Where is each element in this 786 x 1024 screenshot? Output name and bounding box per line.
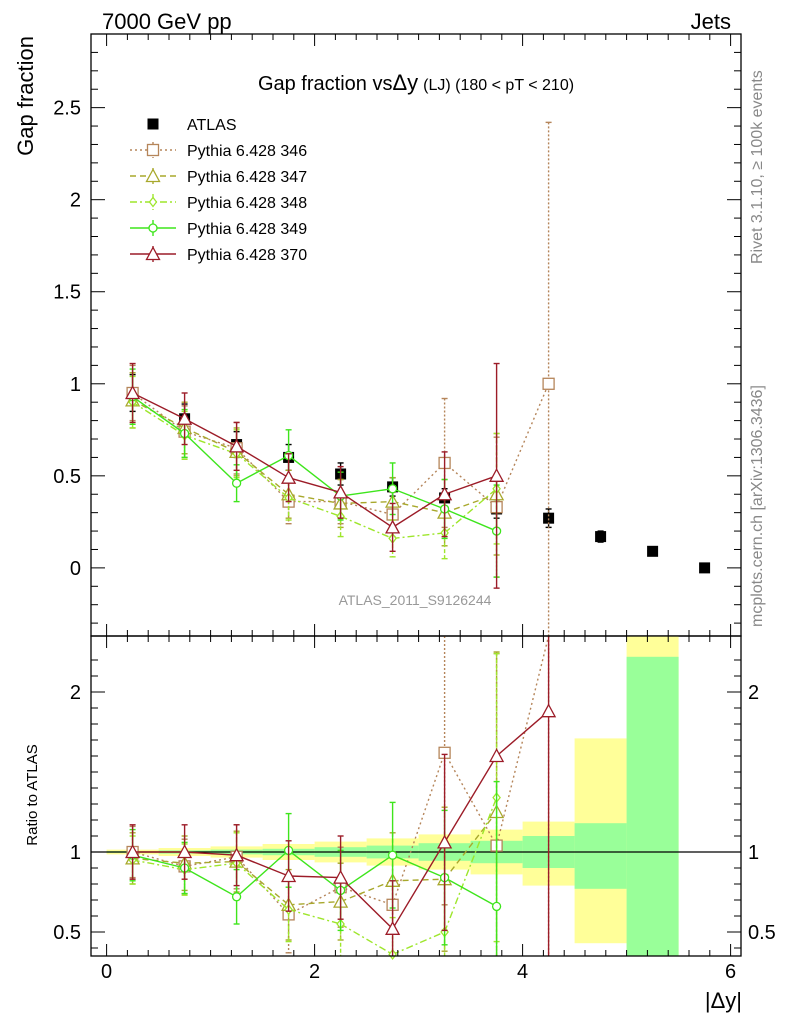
series-pythia-6-428-370 [125,636,557,956]
data-point [148,223,158,233]
series-line [132,797,498,956]
data-point [647,545,659,557]
y-tick-label: 0 [70,558,81,580]
plot-frame [90,635,742,957]
legend-label: Pythia 6.428 348 [187,195,307,212]
legend-item: Pythia 6.428 348 [130,194,307,212]
uncertainty-band-green [626,656,679,956]
data-point [147,118,159,130]
watermark: ATLAS_2011_S9126244 [339,592,492,608]
y-tick-label: 0.5 [53,466,81,488]
legend-label: Pythia 6.428 346 [187,143,307,160]
data-point [595,531,607,543]
x-tick-label: 0 [101,961,112,983]
data-point [489,467,505,482]
mcplots-label: mcplots.cern.ch [arXiv:1306.3436] [749,385,766,627]
x-tick-label: 2 [309,961,320,983]
chart-title-main: Gap fraction vs [258,73,393,95]
series-pythia-6-428-346 [126,635,550,956]
data-point [125,844,141,859]
data-point [145,168,161,183]
data-point [543,512,555,524]
data-point [437,486,453,501]
series-pythia-6-428-370 [125,362,505,589]
data-point [125,385,141,400]
series-line [132,635,550,916]
data-point [148,196,158,208]
data-point [491,901,502,912]
ratio-y-axis-label: Ratio to ATLAS [24,744,41,845]
data-point [231,478,242,488]
data-point [146,143,160,157]
legend: ATLAS Pythia 6.428 346 Pythia 6.428 347 Pyt… [130,117,307,264]
legend-item: Pythia 6.428 370 [130,246,307,264]
y-tick-label: 2 [70,190,81,212]
chart-title: Gap fraction vsΔy (LJ) (180 < pT < 210) [258,70,574,95]
ratio-panel: 0 2 4 6 0.5 1 2 0.5 1 2 [53,635,776,983]
series-line [132,710,550,930]
data-point [387,850,398,860]
x-tick-label: 4 [517,961,528,983]
uncertainty-band-green [574,823,627,889]
data-point [489,748,505,763]
data-point [177,410,193,425]
y-tick-label: 2.5 [53,98,81,120]
data-point [699,562,711,574]
data-point [385,920,401,935]
data-point [333,869,349,884]
x-axis-label: |Δy| [705,988,742,1013]
y-tick-label-right: 1 [748,842,759,864]
y-tick-label: 1.5 [53,282,81,304]
data-point [333,484,349,499]
data-point [145,246,161,261]
y-tick-label: 1 [70,842,81,864]
y-tick-label-right: 2 [748,682,759,704]
data-point [229,438,245,453]
series-line [132,849,497,908]
data-point [177,844,193,859]
rivet-version-label: Rivet 3.1.10, ≥ 100k events [749,70,766,264]
chart-title-suffix: (LJ) (180 < pT < 210) [423,77,574,94]
legend-label: Pythia 6.428 347 [187,169,307,186]
chart-title-symbol: Δy [392,70,418,95]
series-line [132,401,498,540]
y-tick-label: 2 [70,682,81,704]
legend-item: Pythia 6.428 346 [130,142,307,160]
data-point [541,703,557,718]
data-point [437,834,453,849]
series-line [132,396,497,532]
series-pythia-6-428-347 [125,651,505,956]
main-y-axis-label: Gap fraction [13,36,38,156]
legend-label: ATLAS [187,117,237,134]
data-point [281,469,297,484]
legend-label: Pythia 6.428 370 [187,247,307,264]
y-tick-label: 0.5 [53,922,81,944]
data-point [387,484,398,494]
y-tick-label-right: 0.5 [748,922,776,944]
legend-item: ATLAS [147,117,237,134]
header-left: 7000 GeV pp [102,9,232,34]
series-line [132,383,550,516]
main-panel: 0 0.5 1 1.5 2 2.5 [53,33,742,637]
data-point [231,892,242,902]
series-atlas [127,373,711,574]
header-right: Jets [691,9,731,34]
series-line [132,399,497,514]
data-point [281,868,297,883]
series-line [132,811,498,906]
data-point [229,847,245,862]
data-point [385,519,401,534]
legend-item: Pythia 6.428 347 [130,168,307,186]
legend-item: Pythia 6.428 349 [130,220,307,238]
series-line [132,392,497,528]
y-tick-label: 1 [70,374,81,396]
x-tick-label: 6 [725,961,736,983]
data-point [542,377,555,390]
legend-label: Pythia 6.428 349 [187,221,307,238]
